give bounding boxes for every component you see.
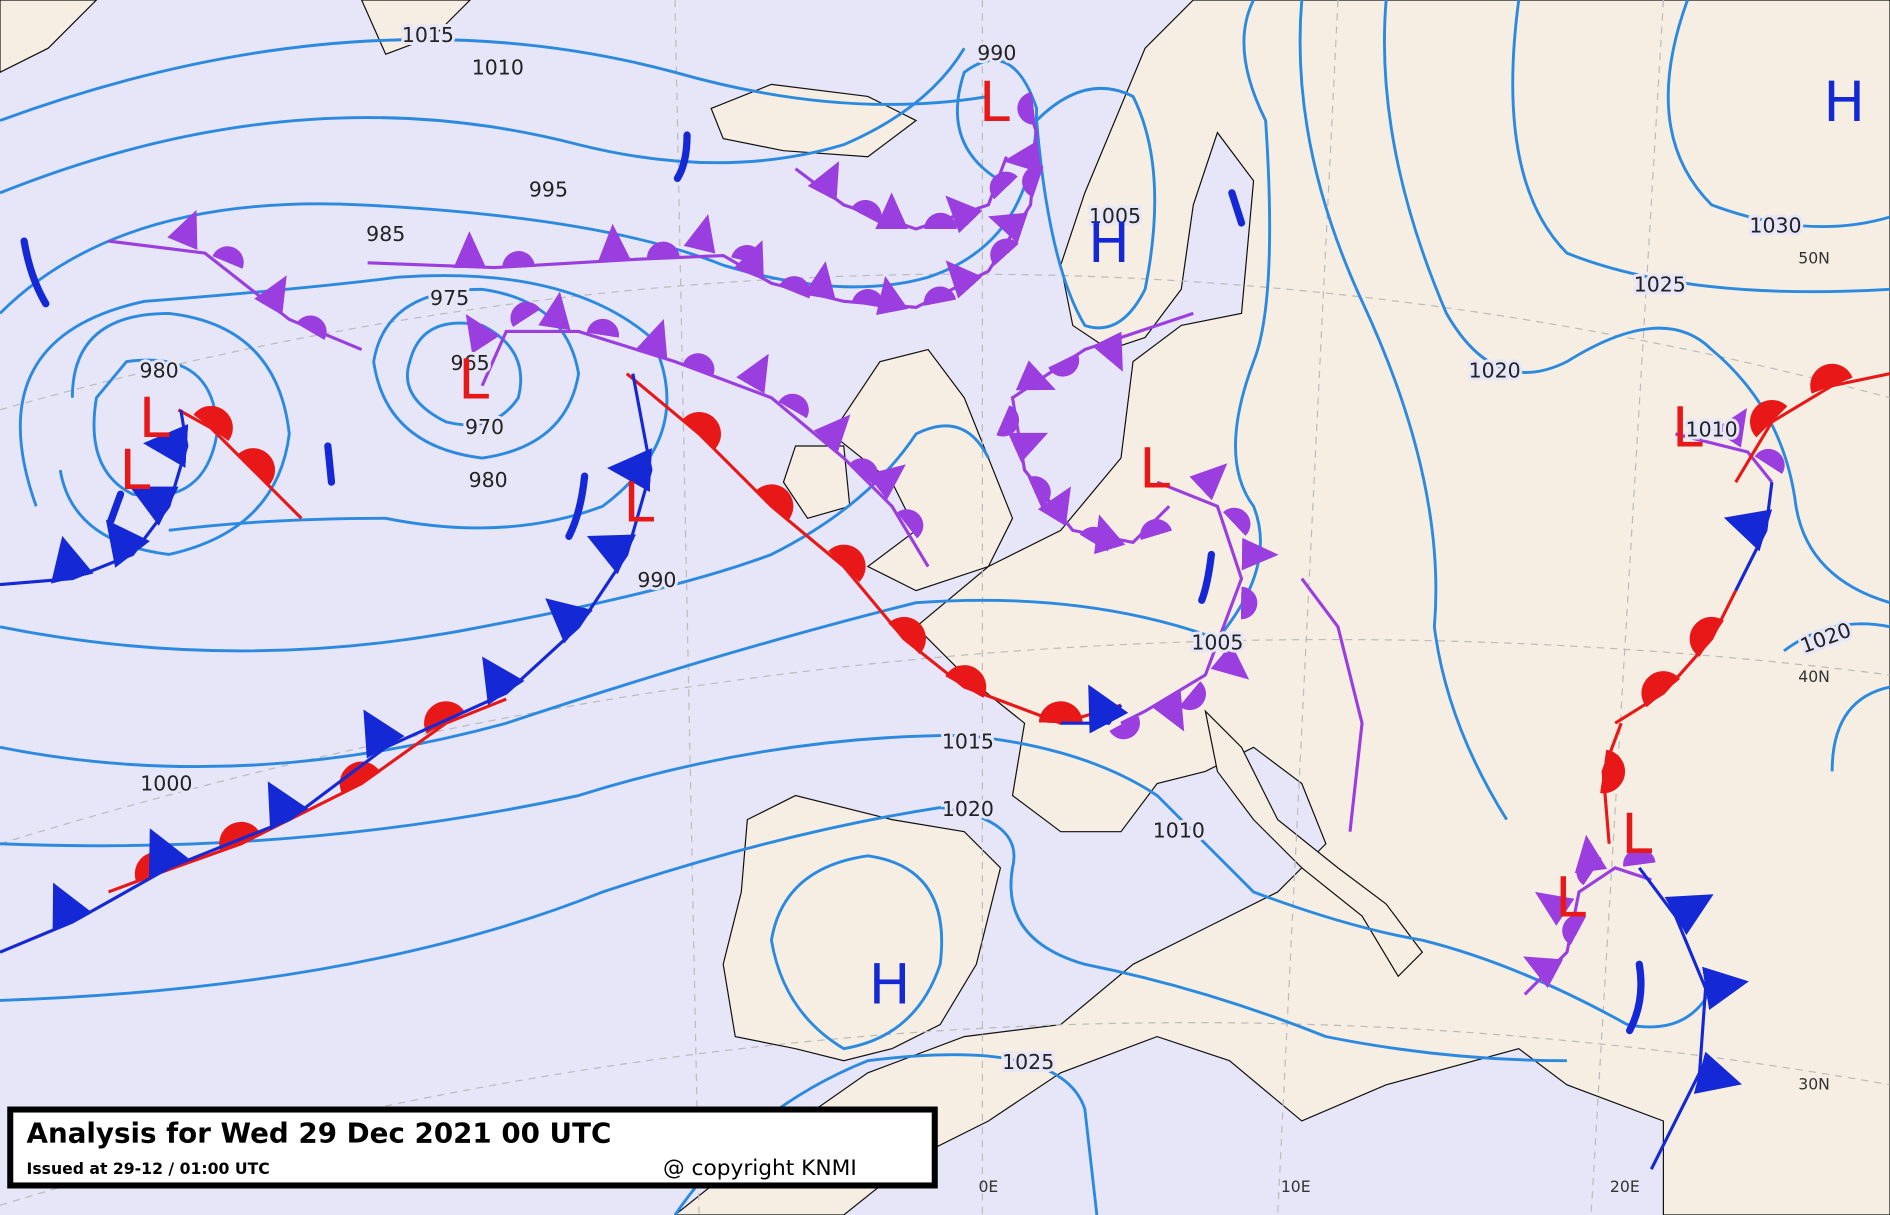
low-center: L bbox=[1621, 803, 1652, 867]
high-center: H bbox=[1823, 71, 1865, 135]
pressure-label: 990 bbox=[977, 41, 1016, 65]
pressure-label: 1000 bbox=[140, 772, 192, 796]
pressure-label: 970 bbox=[465, 415, 504, 439]
graticule-label: 20E bbox=[1610, 1177, 1640, 1196]
pressure-label: 1020 bbox=[1469, 358, 1521, 382]
pressure-label: 1010 bbox=[1686, 417, 1738, 441]
copyright: @ copyright KNMI bbox=[663, 1156, 857, 1181]
pressure-label: 1010 bbox=[1153, 819, 1205, 843]
pressure-label: 1015 bbox=[402, 23, 454, 47]
high-center: H bbox=[1088, 212, 1130, 276]
low-center: L bbox=[120, 439, 151, 503]
pressure-label: 975 bbox=[430, 286, 469, 310]
pressure-label: 995 bbox=[529, 177, 568, 201]
pressure-label: 1030 bbox=[1749, 214, 1801, 238]
graticule-label: 30N bbox=[1798, 1074, 1830, 1093]
info-box: Analysis for Wed 29 Dec 2021 00 UTC Issu… bbox=[7, 1106, 938, 1189]
fronts bbox=[0, 92, 1890, 1170]
pressure-label: 1015 bbox=[942, 730, 994, 754]
pressure-label: 1025 bbox=[1634, 273, 1686, 297]
pressure-label: 985 bbox=[366, 222, 405, 246]
pressure-label: 1025 bbox=[1002, 1050, 1054, 1074]
low-center: L bbox=[1672, 397, 1703, 461]
box bbox=[10, 1110, 935, 1185]
low-center: L bbox=[979, 71, 1010, 135]
low-center: L bbox=[1555, 867, 1586, 931]
graticule-label: 40N bbox=[1798, 667, 1830, 686]
pressure-label: 1005 bbox=[1191, 631, 1243, 655]
pressure-label: 1010 bbox=[472, 56, 524, 80]
pressure-label: 990 bbox=[637, 568, 676, 592]
graticule-label: 0E bbox=[978, 1177, 998, 1196]
low-center: L bbox=[1139, 438, 1170, 502]
pressure-label: 980 bbox=[469, 468, 508, 492]
title: Analysis for Wed 29 Dec 2021 00 UTC bbox=[27, 1117, 612, 1150]
pressure-label: 965 bbox=[451, 351, 490, 375]
low-center: L bbox=[623, 471, 654, 535]
high-center: H bbox=[869, 954, 911, 1018]
graticule-label: 10E bbox=[1281, 1177, 1311, 1196]
pressure-label: 1020 bbox=[942, 797, 994, 821]
low-center: L bbox=[139, 387, 170, 451]
issued: Issued at 29-12 / 01:00 UTC bbox=[27, 1159, 270, 1178]
pressure-label: 1005 bbox=[1089, 204, 1141, 228]
low-center: L bbox=[458, 348, 489, 412]
pressure-label: 980 bbox=[140, 358, 179, 382]
graticule-label: 50N bbox=[1798, 249, 1830, 268]
